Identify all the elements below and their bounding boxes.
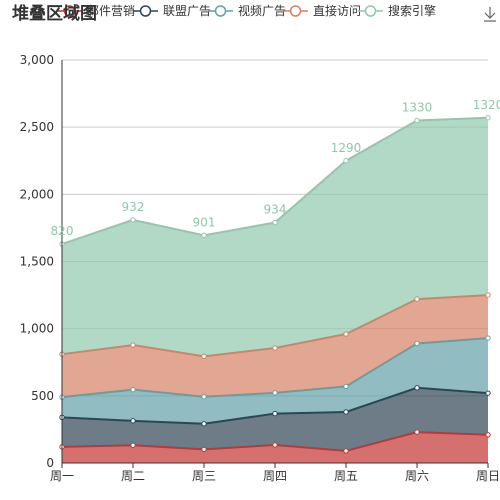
area-联盟广告 xyxy=(62,387,488,451)
data-point[interactable] xyxy=(201,421,207,427)
x-tick-label: 周二 xyxy=(121,469,145,483)
legend-label: 直接访问 xyxy=(313,3,361,18)
x-tick-label: 周三 xyxy=(192,469,216,483)
legend-label: 视频广告 xyxy=(238,3,286,18)
data-label: 932 xyxy=(122,200,145,214)
data-point[interactable] xyxy=(485,390,491,396)
legend-label: 搜索引擎 xyxy=(388,3,436,18)
data-point[interactable] xyxy=(130,386,136,393)
data-point[interactable] xyxy=(201,232,207,239)
y-tick-label: 2,500 xyxy=(20,120,54,134)
area-搜索引擎 xyxy=(62,117,488,357)
data-point[interactable] xyxy=(272,345,278,351)
data-point[interactable] xyxy=(201,394,207,400)
x-tick-label: 周日 xyxy=(476,469,500,483)
legend-label: 邮件营销 xyxy=(87,4,135,18)
data-label: 1320 xyxy=(473,98,500,112)
y-tick-label: 1,000 xyxy=(20,322,54,336)
legend-marker xyxy=(139,5,152,17)
legend-item[interactable]: 直接访问 xyxy=(283,3,361,18)
data-point[interactable] xyxy=(130,342,136,348)
download-icon[interactable] xyxy=(484,7,496,22)
data-point[interactable] xyxy=(272,410,278,417)
y-tick-label: 500 xyxy=(31,389,54,403)
x-tick-label: 周一 xyxy=(50,469,74,483)
legend-marker xyxy=(364,5,377,17)
data-point[interactable] xyxy=(414,385,420,391)
data-point[interactable] xyxy=(130,442,136,448)
data-label: 901 xyxy=(193,215,216,229)
data-point[interactable] xyxy=(272,219,278,226)
legend-item[interactable]: 联盟广告 xyxy=(133,4,211,18)
area-直接访问 xyxy=(62,295,488,398)
data-point[interactable] xyxy=(485,335,491,341)
chart-title: 堆叠区域图 xyxy=(12,3,97,24)
data-point[interactable] xyxy=(343,158,349,164)
data-point[interactable] xyxy=(272,390,278,396)
legend[interactable]: 邮件营销 联盟广告 视频广告 直接访问 搜索引擎 xyxy=(57,3,436,18)
data-point[interactable] xyxy=(201,353,207,360)
area-视频广告 xyxy=(62,338,488,424)
data-point[interactable] xyxy=(414,117,420,124)
x-tick-label: 周四 xyxy=(263,469,287,483)
x-tick-label: 周五 xyxy=(334,469,358,483)
data-label: 820 xyxy=(51,224,74,238)
x-tick-label: 周六 xyxy=(405,469,429,483)
data-label: 1290 xyxy=(331,141,362,155)
data-point[interactable] xyxy=(201,446,207,453)
data-point[interactable] xyxy=(485,292,491,298)
legend-item[interactable]: 邮件营销 xyxy=(57,4,135,18)
data-point[interactable] xyxy=(414,429,420,435)
data-label: 934 xyxy=(264,203,287,217)
data-point[interactable] xyxy=(485,432,491,438)
data-point[interactable] xyxy=(485,115,491,121)
legend-item[interactable]: 搜索引擎 xyxy=(358,3,436,18)
y-tick-label: 2,000 xyxy=(20,187,54,201)
legend-marker xyxy=(63,5,76,17)
data-point[interactable] xyxy=(130,418,136,424)
data-labels: 820 932 901 934 1290 1330 1320 xyxy=(51,98,500,238)
legend-label: 联盟广告 xyxy=(163,4,211,18)
data-point[interactable] xyxy=(343,383,349,390)
data-point[interactable] xyxy=(130,217,136,223)
data-point[interactable] xyxy=(414,296,420,302)
data-point[interactable] xyxy=(272,442,278,448)
axes: 0 500 1,000 1,500 2,000 2,500 3,000 周一 周二 周三 周四 周五 周… xyxy=(20,53,500,483)
y-tick-label: 1,500 xyxy=(20,255,54,269)
legend-item[interactable]: 视频广告 xyxy=(208,3,286,18)
data-point[interactable] xyxy=(343,331,349,337)
legend-marker xyxy=(289,5,302,17)
y-tick-label: 0 xyxy=(46,456,54,470)
y-tick-label: 3,000 xyxy=(20,53,54,67)
data-point[interactable] xyxy=(414,340,420,347)
data-point[interactable] xyxy=(343,409,349,415)
data-point[interactable] xyxy=(343,448,349,454)
data-label: 1330 xyxy=(402,100,433,114)
legend-marker xyxy=(214,5,227,17)
